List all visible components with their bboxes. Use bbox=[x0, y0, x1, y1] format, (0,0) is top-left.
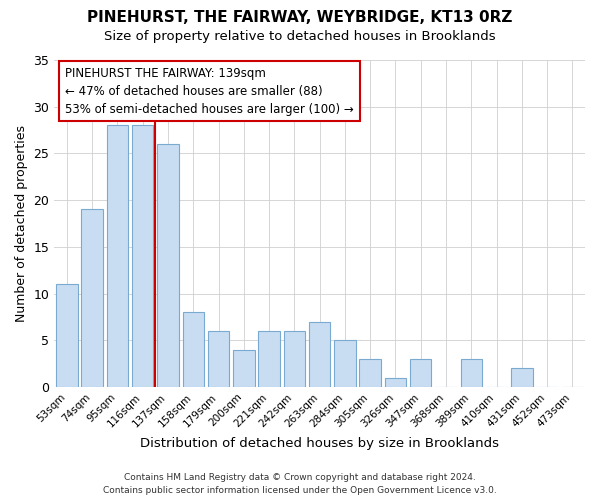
Bar bbox=[359, 359, 381, 387]
Bar bbox=[284, 331, 305, 387]
Bar bbox=[334, 340, 356, 387]
Bar bbox=[385, 378, 406, 387]
Text: PINEHURST, THE FAIRWAY, WEYBRIDGE, KT13 0RZ: PINEHURST, THE FAIRWAY, WEYBRIDGE, KT13 … bbox=[88, 10, 512, 25]
Text: Contains HM Land Registry data © Crown copyright and database right 2024.
Contai: Contains HM Land Registry data © Crown c… bbox=[103, 474, 497, 495]
Text: Size of property relative to detached houses in Brooklands: Size of property relative to detached ho… bbox=[104, 30, 496, 43]
Bar bbox=[410, 359, 431, 387]
X-axis label: Distribution of detached houses by size in Brooklands: Distribution of detached houses by size … bbox=[140, 437, 499, 450]
Bar bbox=[107, 126, 128, 387]
Bar bbox=[208, 331, 229, 387]
Bar bbox=[309, 322, 331, 387]
Bar bbox=[461, 359, 482, 387]
Bar bbox=[182, 312, 204, 387]
Y-axis label: Number of detached properties: Number of detached properties bbox=[15, 125, 28, 322]
Bar bbox=[157, 144, 179, 387]
Bar bbox=[511, 368, 533, 387]
Bar bbox=[56, 284, 77, 387]
Bar bbox=[82, 210, 103, 387]
Text: PINEHURST THE FAIRWAY: 139sqm
← 47% of detached houses are smaller (88)
53% of s: PINEHURST THE FAIRWAY: 139sqm ← 47% of d… bbox=[65, 66, 353, 116]
Bar bbox=[259, 331, 280, 387]
Bar bbox=[132, 126, 154, 387]
Bar bbox=[233, 350, 254, 387]
